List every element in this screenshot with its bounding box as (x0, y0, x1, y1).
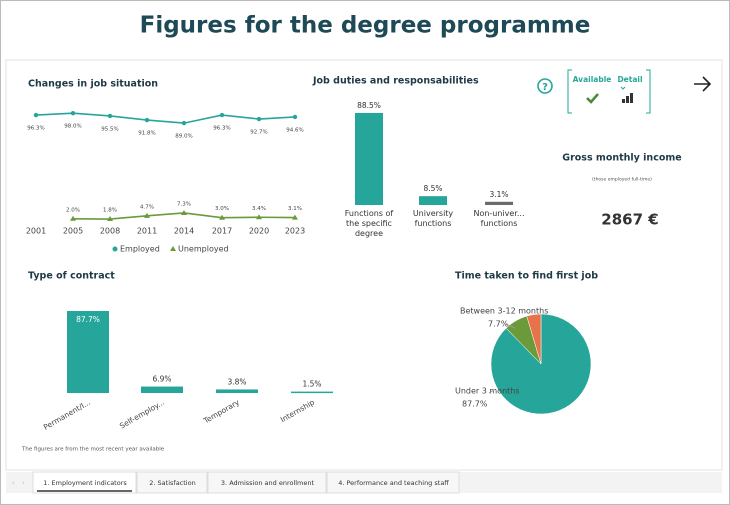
point (181, 120, 187, 126)
point (219, 112, 225, 118)
income-value: 2867 € (601, 211, 658, 229)
income-title: Gross monthly income (562, 153, 681, 164)
bar (355, 112, 383, 205)
point (144, 212, 150, 218)
footnote: The figures are from the most recent yea… (21, 447, 165, 453)
leader-line (504, 323, 516, 329)
help-glyph: ? (542, 82, 548, 93)
x-tick-label: 2008 (100, 227, 120, 236)
data-label: 3.4% (252, 206, 266, 212)
bar (216, 389, 258, 393)
chart-title: Type of contract (28, 271, 115, 282)
data-label: 3.1% (489, 190, 508, 199)
x-tick-label: 2017 (212, 227, 232, 236)
series-line (35, 112, 296, 124)
legend-marker (170, 246, 176, 251)
point (292, 214, 298, 220)
tab[interactable] (326, 471, 460, 494)
x-tick-label: 2001 (26, 227, 46, 236)
data-label: 8.5% (423, 184, 442, 193)
data-label: 95.5% (101, 126, 118, 132)
detail-label[interactable]: Detail (617, 75, 642, 84)
data-label: 7.3% (177, 201, 191, 207)
pie-slice (526, 313, 542, 365)
x-tick-label: 2020 (249, 227, 269, 236)
x-tick-label: Functions of the specific degree (344, 209, 394, 238)
tab-label[interactable]: 3. Admission and enrollment (221, 479, 315, 487)
tab[interactable] (136, 471, 208, 494)
detail-icon[interactable] (622, 93, 633, 103)
bar (67, 311, 109, 393)
point (256, 214, 262, 220)
data-label: 98.0% (64, 124, 81, 130)
bar (141, 386, 183, 393)
x-tick-label: Non-univer... functions (473, 209, 525, 228)
data-label: 2.0% (66, 207, 80, 213)
data-label: 87.7% (76, 315, 100, 324)
point (219, 214, 225, 220)
bar (485, 201, 513, 205)
slice-value: 87.7% (462, 400, 488, 409)
tab-label[interactable]: 4. Performance and teaching staff (338, 479, 449, 487)
point (107, 113, 113, 119)
data-label: 92.7% (250, 130, 267, 136)
slice-label: Under 3 months (455, 387, 520, 396)
legend-marker (112, 246, 118, 252)
bar (419, 196, 447, 205)
chart-title: Time taken to find first job (455, 271, 598, 282)
data-label: 6.9% (152, 375, 171, 384)
x-tick-label: University functions (412, 209, 454, 228)
point (144, 117, 150, 123)
data-label: 4.7% (140, 204, 154, 210)
point (292, 114, 298, 120)
tab-label[interactable]: 1. Employment indicators (43, 479, 127, 487)
detail-caret (620, 86, 626, 90)
data-label: 3.0% (215, 206, 229, 212)
point (256, 116, 262, 122)
help-icon[interactable] (537, 78, 553, 94)
data-label: 3.1% (288, 206, 302, 212)
chart-title: Job duties and responsabilities (312, 76, 479, 87)
slice-label: Between 3-12 months (460, 307, 548, 316)
data-label: 1.8% (103, 208, 117, 214)
page-title: Figures for the degree programme (140, 13, 591, 39)
legend-label: Employed (120, 245, 160, 254)
next-arrow[interactable] (694, 76, 712, 92)
income-subtitle: (those employed full-time) (592, 177, 652, 183)
data-label: 88.5% (357, 101, 381, 110)
data-label: 96.3% (27, 126, 44, 132)
data-label: 94.6% (286, 127, 303, 133)
point (70, 215, 76, 221)
chart-title: Changes in job situation (28, 79, 158, 90)
tab-prev[interactable]: ‹ (12, 479, 15, 487)
x-tick-label: 2014 (174, 227, 194, 236)
tab[interactable] (207, 471, 327, 494)
bar (291, 391, 333, 394)
tab[interactable] (32, 471, 137, 494)
data-label: 3.8% (227, 377, 246, 386)
x-tick-label: 2005 (63, 227, 83, 236)
available-label: Available (573, 75, 612, 84)
point (107, 216, 113, 222)
slice-value: 7.7% (488, 320, 509, 329)
x-tick-label: 2023 (285, 227, 305, 236)
check-icon (586, 93, 599, 104)
point (181, 209, 187, 215)
data-label: 1.5% (302, 380, 321, 389)
controls-bracket (567, 69, 651, 114)
legend-label: Unemployed (178, 245, 229, 254)
data-label: 91.8% (138, 131, 155, 137)
tab-next[interactable]: › (22, 479, 25, 487)
data-label: 89.0% (175, 134, 192, 140)
leader-line (488, 389, 495, 394)
tab-label[interactable]: 2. Satisfaction (149, 479, 195, 487)
data-label: 96.3% (213, 126, 230, 132)
point (33, 112, 39, 118)
point (70, 111, 76, 116)
x-tick-label: 2011 (137, 227, 157, 236)
